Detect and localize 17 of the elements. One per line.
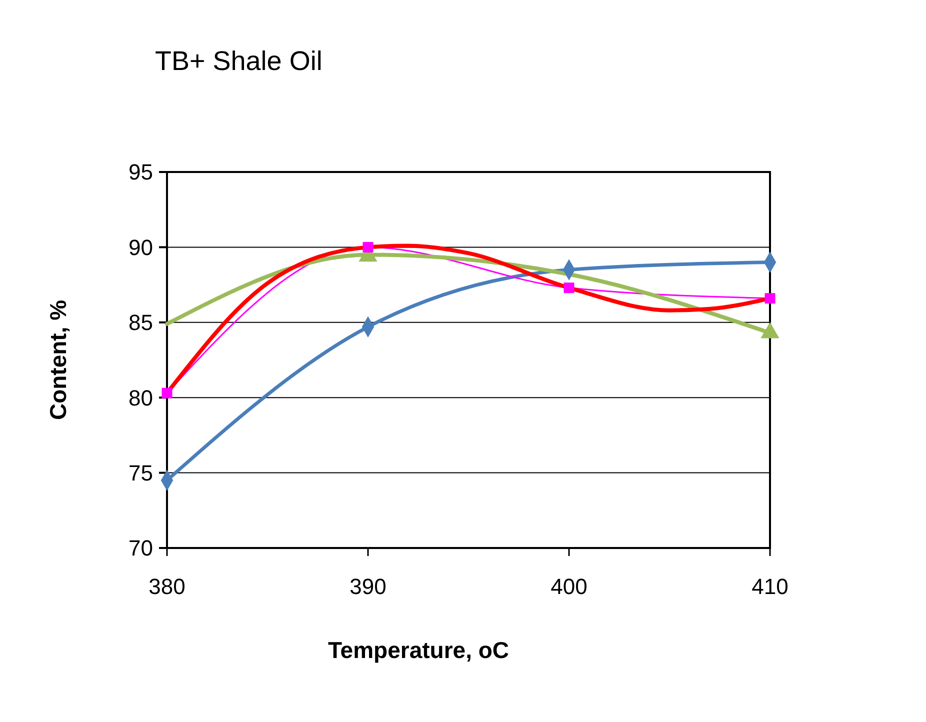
y-tick-label: 75 [128, 460, 153, 486]
y-tick-label: 95 [128, 160, 153, 185]
x-tick-label: 400 [550, 574, 588, 599]
x-axis-title: Temperature, oC [328, 637, 510, 663]
point [564, 282, 574, 294]
y-tick-label: 90 [128, 234, 153, 260]
y-axis-title: Content, % [45, 300, 71, 420]
y-tick-label: 80 [128, 385, 153, 410]
y-tick-label: 70 [128, 536, 153, 561]
y-tick-label: 85 [128, 310, 153, 336]
point [362, 242, 374, 252]
chart-title: TB+ Shale Oil [155, 46, 322, 76]
point [764, 293, 776, 304]
x-tick-label: 410 [752, 574, 788, 599]
point [162, 388, 172, 398]
x-tick-label: 380 [148, 574, 186, 599]
x-tick-label: 390 [350, 574, 386, 599]
